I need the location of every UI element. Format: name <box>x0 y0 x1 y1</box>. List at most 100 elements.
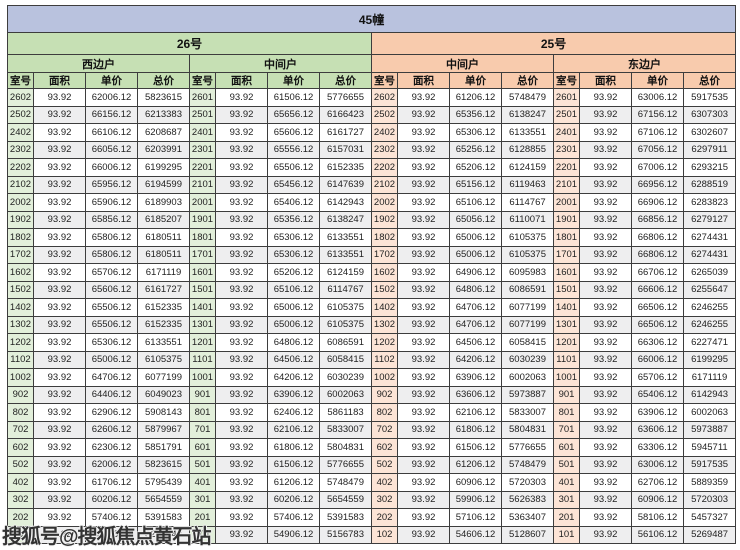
total-price-cell: 6152335 <box>137 298 190 317</box>
room-cell: 501 <box>189 455 216 474</box>
unit-price-cell: 65506.12 <box>85 315 138 334</box>
unit-price-cell: 62406.12 <box>267 403 320 422</box>
unit-price-cell: 65306.12 <box>85 333 138 352</box>
room-cell: 1301 <box>553 315 580 334</box>
room-cell: 2202 <box>7 158 34 177</box>
total-price-cell: 6208687 <box>137 123 190 142</box>
col-header-room: 室号 <box>371 72 398 89</box>
area-cell: 93.92 <box>579 368 632 387</box>
total-price-cell: 6279127 <box>682 210 737 229</box>
area-cell: 93.92 <box>579 228 632 247</box>
room-cell: 901 <box>553 385 580 404</box>
unit-price-cell: 64206.12 <box>267 368 320 387</box>
room-cell: 1202 <box>7 333 34 352</box>
col-header-unit-price: 单价 <box>85 72 138 89</box>
area-cell: 93.92 <box>397 455 450 474</box>
unit-price-cell: 63606.12 <box>449 385 502 404</box>
area-cell: 93.92 <box>33 123 86 142</box>
col-header-total-price: 总价 <box>319 72 372 89</box>
total-price-cell: 5776655 <box>319 88 372 107</box>
area-cell: 93.92 <box>397 263 450 282</box>
area-cell: 93.92 <box>33 298 86 317</box>
room-cell: 802 <box>7 403 34 422</box>
area-cell: 93.92 <box>397 315 450 334</box>
area-cell: 93.92 <box>579 403 632 422</box>
area-cell: 93.92 <box>397 193 450 212</box>
room-cell: 1302 <box>7 315 34 334</box>
area-cell: 93.92 <box>579 490 632 509</box>
unit-price-cell: 66856.12 <box>631 210 684 229</box>
room-cell: 1901 <box>553 210 580 229</box>
area-cell: 93.92 <box>579 525 632 544</box>
area-cell: 93.92 <box>579 280 632 299</box>
room-cell: 302 <box>371 490 398 509</box>
total-price-cell: 6138247 <box>501 105 554 124</box>
table-row: 2202 93.92 66006.12 6199295 2201 93.92 65506.1… <box>7 158 737 177</box>
price-table: 45幢 26号 25号 西边户 中间户 中间户 东边户 室号 面积 单价 总价 … <box>6 5 737 544</box>
unit-price-cell: 62706.12 <box>631 473 684 492</box>
unit-price-cell: 65006.12 <box>267 298 320 317</box>
total-price-cell: 6274431 <box>682 228 737 247</box>
unit-price-cell: 66106.12 <box>85 123 138 142</box>
area-cell: 93.92 <box>397 350 450 369</box>
room-cell: 1702 <box>371 245 398 264</box>
unit-price-cell: 54906.12 <box>267 525 320 544</box>
unit-price-cell: 66906.12 <box>631 193 684 212</box>
table-row: 1502 93.92 65606.12 6161727 1501 93.92 65106.1… <box>7 280 737 299</box>
total-price-cell: 6110071 <box>501 210 554 229</box>
total-price-cell: 5128607 <box>501 525 554 544</box>
total-price-cell: 5861183 <box>319 403 372 422</box>
unit-price-cell: 65906.12 <box>85 193 138 212</box>
room-cell: 1802 <box>7 228 34 247</box>
room-cell: 1901 <box>189 210 216 229</box>
col-header-area: 面积 <box>33 72 86 89</box>
room-cell: 1402 <box>7 298 34 317</box>
room-cell: 1501 <box>553 280 580 299</box>
area-cell: 93.92 <box>579 88 632 107</box>
unit-price-cell: 63606.12 <box>631 420 684 439</box>
total-price-cell: 6002063 <box>501 368 554 387</box>
room-cell: 1602 <box>371 263 398 282</box>
total-price-cell: 6185207 <box>137 210 190 229</box>
room-cell: 702 <box>7 420 34 439</box>
unit-price-cell: 65306.12 <box>267 245 320 264</box>
unit-price-cell: 57406.12 <box>267 508 320 527</box>
unit-header-middle-25: 中间户 <box>371 54 554 73</box>
area-cell: 93.92 <box>33 455 86 474</box>
room-cell: 902 <box>371 385 398 404</box>
area-cell: 93.92 <box>397 88 450 107</box>
total-price-cell: 5804831 <box>319 438 372 457</box>
total-price-cell: 6293215 <box>682 158 737 177</box>
room-cell: 2501 <box>189 105 216 124</box>
total-price-cell: 6124159 <box>501 158 554 177</box>
room-cell: 1401 <box>189 298 216 317</box>
room-cell: 1402 <box>371 298 398 317</box>
room-cell: 602 <box>7 438 34 457</box>
unit-price-cell: 65206.12 <box>267 263 320 282</box>
table-row: 1202 93.92 65306.12 6133551 1201 93.92 64806.1… <box>7 333 737 352</box>
total-price-cell: 6124159 <box>319 263 372 282</box>
total-price-cell: 6166423 <box>319 105 372 124</box>
total-price-cell: 6086591 <box>319 333 372 352</box>
room-cell: 1601 <box>553 263 580 282</box>
area-cell: 93.92 <box>33 368 86 387</box>
room-cell: 2602 <box>371 88 398 107</box>
total-price-cell: 6138247 <box>319 210 372 229</box>
unit-price-cell: 67006.12 <box>631 158 684 177</box>
area-cell: 93.92 <box>33 245 86 264</box>
room-cell: 201 <box>189 508 216 527</box>
unit-header-west: 西边户 <box>7 54 190 73</box>
room-cell: 1701 <box>553 245 580 264</box>
room-cell: 301 <box>553 490 580 509</box>
area-cell: 93.92 <box>215 158 268 177</box>
total-price-cell: 6161727 <box>137 280 190 299</box>
room-cell: 501 <box>553 455 580 474</box>
unit-price-cell: 55406.12 <box>85 525 138 544</box>
table-row: 502 93.92 62006.12 5823615 501 93.92 61506.12 5… <box>7 455 737 474</box>
area-cell: 93.92 <box>33 403 86 422</box>
area-cell: 93.92 <box>215 403 268 422</box>
area-cell: 93.92 <box>215 193 268 212</box>
room-cell: 2502 <box>371 105 398 124</box>
col-header-unit-price: 单价 <box>631 72 684 89</box>
total-price-cell: 6199295 <box>137 158 190 177</box>
